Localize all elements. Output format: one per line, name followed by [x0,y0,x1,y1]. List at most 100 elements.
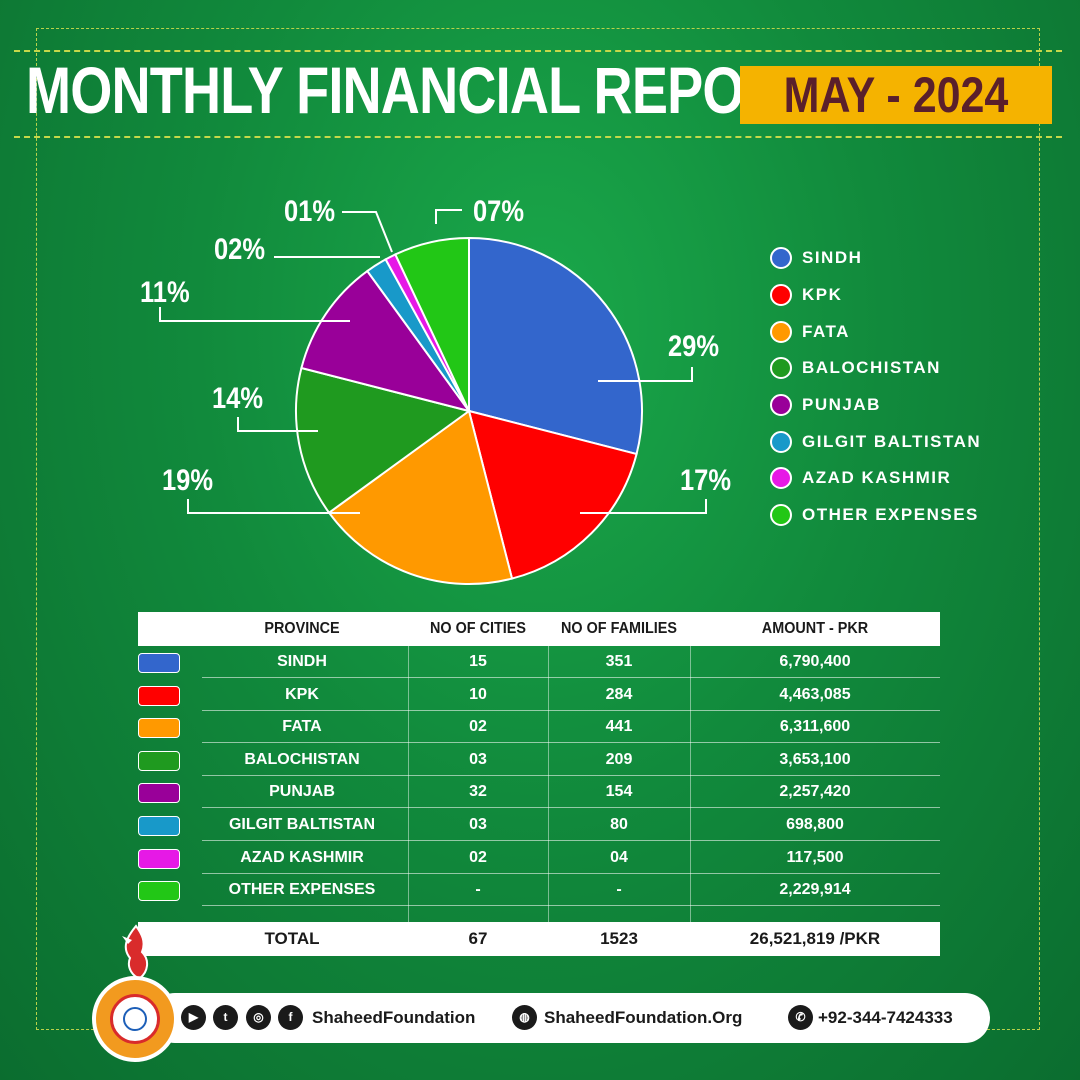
social-handle[interactable]: ShaheedFoundation [312,1008,476,1027]
pie-slice-kpk [467,409,638,580]
pie-slice-balochistan [295,366,472,515]
column-divider [408,646,409,922]
table-row: FATA 02 441 6,311,600 [138,711,940,744]
total-families: 1523 [600,929,638,948]
twitter-icon[interactable]: t [213,1005,238,1030]
column-divider [548,646,549,922]
row-color-swatch [138,881,180,902]
total-label: TOTAL [264,929,320,948]
globe-emblem-icon [123,1007,147,1031]
legend-label: SINDH [802,248,863,268]
cell-families: 284 [605,685,633,703]
legend-label: FATA [802,321,850,341]
table-row: KPK 10 284 4,463,085 [138,679,940,711]
legend-swatch [770,394,792,417]
row-color-swatch [138,685,180,706]
youtube-icon[interactable]: ▶ [181,1005,206,1030]
table-row: GILGIT BALTISTAN 03 80 698,800 [138,809,940,841]
title-band [14,50,1062,138]
legend-swatch [770,357,792,380]
foundation-logo [92,976,178,1062]
cell-families: 80 [610,816,628,833]
pie-slice-other-expenses [394,236,470,412]
globe-icon: ◍ [512,1005,537,1030]
cell-amount: 2,229,914 [779,881,851,899]
legend-swatch [770,247,792,270]
row-color-swatch [138,816,180,836]
cell-amount: 117,500 [786,848,844,866]
row-color-swatch [138,848,180,869]
period-text: MAY - 2024 [783,67,1009,123]
legend-label: AZAD KASHMIR [802,468,952,488]
slice-percent-label: 14% [212,381,263,414]
facebook-icon[interactable]: f [278,1005,303,1030]
phone-number[interactable]: +92-344-7424333 [818,1008,953,1027]
table-row: BALOCHISTAN 03 209 3,653,100 [138,744,940,776]
row-divider [202,872,940,874]
row-color-swatch [138,718,180,739]
report-title: MONTHLY FINANCIAL REPORT [26,53,815,127]
callout-line [237,417,318,432]
cell-province: KPK [285,685,319,703]
cell-cities: 03 [469,816,487,833]
cell-families: 351 [605,653,633,670]
legend-label: BALOCHISTAN [802,358,941,378]
chart-legend: SINDH KPK FATA BALOCHISTAN PUNJAB GILGIT… [770,240,981,534]
legend-label: PUNJAB [802,395,881,415]
cell-province: OTHER EXPENSES [228,881,376,899]
pie-chart: 29% 17% 19% 14% 11% 02% 01% 07% [140,194,731,585]
legend-item: SINDH [770,240,981,277]
total-amount: 26,521,819 /PKR [749,929,881,948]
cell-cities: 10 [469,685,487,703]
cell-province: BALOCHISTAN [244,750,360,768]
row-divider [202,905,940,907]
legend-item: BALOCHISTAN [770,350,981,387]
cell-province: AZAD KASHMIR [240,848,364,866]
legend-label: OTHER EXPENSES [802,505,979,525]
website-link[interactable]: ShaheedFoundation.Org [544,1008,743,1027]
cell-amount: 6,790,400 [779,653,851,670]
legend-swatch [770,284,792,307]
legend-item: KPK [770,277,981,314]
pie-slice-sindh [468,236,643,456]
column-header: NO OF CITIES [429,620,526,637]
row-divider [202,807,940,809]
column-header: NO OF FAMILIES [560,620,677,637]
column-header: PROVINCE [264,620,340,637]
pie-slice-fata [327,409,514,585]
callout-line [435,209,462,224]
table-header: PROVINCE NO OF CITIES NO OF FAMILIES AMO… [138,612,940,646]
legend-swatch [770,504,792,527]
cell-province: PUNJAB [269,783,335,801]
cell-families: 04 [610,848,628,866]
slice-percent-label: 17% [680,463,731,496]
legend-item: AZAD KASHMIR [770,460,981,497]
row-divider [202,840,940,841]
total-row: TOTAL 67 1523 26,521,819 /PKR [138,922,940,956]
cell-cities: 15 [469,653,487,670]
cell-amount: 3,653,100 [779,750,851,768]
cell-cities: 03 [469,750,487,768]
cell-cities: 32 [469,783,487,801]
callout-line [187,499,360,514]
cell-amount: 4,463,085 [779,685,851,703]
period-badge: MAY - 2024 [740,66,1052,124]
phone-icon: ✆ [788,1005,813,1030]
cell-cities: 02 [469,718,487,736]
cell-cities: - [475,881,481,899]
cell-cities: 02 [469,848,487,866]
legend-swatch [770,467,792,490]
callout-line [580,499,707,514]
instagram-icon[interactable]: ◎ [246,1005,271,1030]
slice-percent-label: 02% [214,232,265,265]
row-color-swatch [138,783,180,804]
legend-swatch [770,430,792,453]
legend-label: GILGIT BALTISTAN [802,431,982,451]
slice-percent-label: 11% [140,275,190,308]
slice-percent-label: 07% [473,194,524,227]
legend-swatch [770,320,792,343]
cell-families: - [616,881,622,899]
row-divider [202,677,940,678]
legend-label: KPK [802,285,843,305]
table-row: AZAD KASHMIR 02 04 117,500 [138,842,940,874]
